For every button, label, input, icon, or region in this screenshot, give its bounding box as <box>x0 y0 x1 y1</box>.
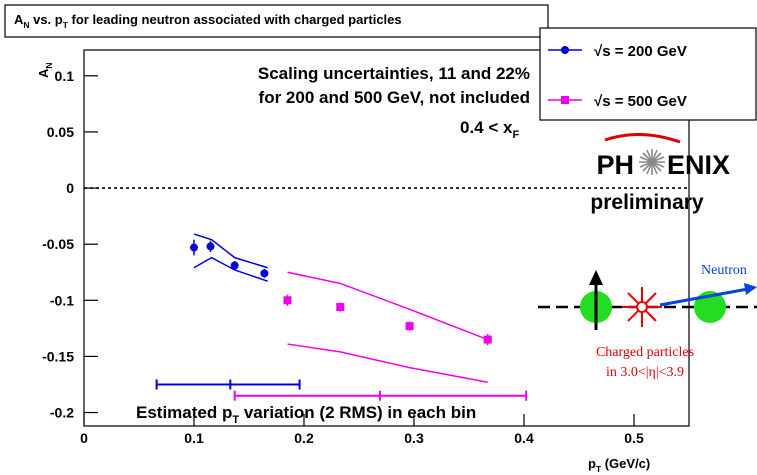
systematic-band <box>287 271 488 341</box>
logo-star <box>639 149 665 175</box>
y-tick-label: -0.1 <box>50 292 74 308</box>
rms-note: Estimated pT variation (2 RMS) in each b… <box>136 403 476 426</box>
x-tick-label: 0.4 <box>514 430 534 446</box>
rms-note-part: T <box>232 414 239 426</box>
preliminary: preliminary <box>590 191 704 214</box>
y-axis-label: AN <box>36 63 54 78</box>
y-tick-label: 0.1 <box>55 68 75 84</box>
chart-title: AN vs. pT for leading neutron associated… <box>14 12 402 30</box>
x-tick-label: 0.1 <box>184 430 204 446</box>
x-tick-label: 0.5 <box>624 430 644 446</box>
rms-note-part: variation (2 RMS) in each bin <box>239 403 476 422</box>
y-tick-label: -0.05 <box>42 236 74 252</box>
x-axis-label-part: p <box>588 456 596 471</box>
chart-title-part: for leading neutron associated with char… <box>68 12 402 27</box>
legend-marker <box>561 96 569 104</box>
point <box>405 322 414 331</box>
title-box <box>4 4 549 38</box>
xf-label: 0.4 < xF <box>460 118 519 141</box>
logo-text: PH <box>596 150 634 180</box>
logo-arc <box>604 132 681 144</box>
rms-note-part: Estimated p <box>136 403 232 422</box>
x-tick-label: 0 <box>80 430 88 446</box>
y-tick-label: -0.15 <box>42 348 74 364</box>
point <box>190 243 198 252</box>
xf-label-part: 0.4 < x <box>460 118 513 137</box>
systematic-band <box>193 256 268 282</box>
neutron-label: Neutron <box>701 263 747 278</box>
x-tick-label: 0.2 <box>294 430 314 446</box>
charged-label: Charged particles <box>596 345 694 360</box>
point <box>336 303 345 312</box>
annotation: Scaling uncertainties, 11 and 22% <box>258 64 530 83</box>
point <box>483 335 492 344</box>
point <box>283 296 292 305</box>
chart-title-part: vs. p <box>29 12 62 27</box>
neutron-arrow <box>659 287 749 307</box>
frame <box>83 49 690 427</box>
y-tick-label: -0.2 <box>50 405 74 421</box>
y-tick-label: 0 <box>66 180 74 196</box>
annotation: for 200 and 500 GeV, not included <box>259 88 530 107</box>
charged-label: in 3.0<|η|<3.9 <box>606 365 684 380</box>
point <box>206 242 215 251</box>
x-tick-label: 0.3 <box>404 430 424 446</box>
xf-label-part: F <box>512 129 519 141</box>
y-axis-label-part: A <box>36 68 51 78</box>
chart-title-part: T <box>63 20 69 30</box>
x-axis-label-part: (GeV/c) <box>601 456 650 471</box>
systematic-band <box>193 233 268 269</box>
collision <box>636 301 648 313</box>
legend-label: √s = 200 GeV <box>594 43 687 60</box>
point <box>260 269 269 278</box>
chart-title-part: A <box>14 12 24 27</box>
systematic-band <box>287 343 488 383</box>
legend-box <box>539 27 757 121</box>
legend-label: √s = 500 GeV <box>594 93 687 110</box>
y-axis-label-part: N <box>44 63 54 69</box>
legend-marker <box>561 46 569 54</box>
x-axis-label-part: T <box>596 464 602 474</box>
proton <box>694 291 726 323</box>
logo-text: ENIX <box>667 150 730 180</box>
x-axis-label: pT (GeV/c) <box>588 456 650 474</box>
spin-arrow-head <box>589 270 603 285</box>
neutron-arrow-head <box>744 283 757 295</box>
y-tick-label: 0.05 <box>47 124 74 140</box>
chart-title-part: N <box>23 20 29 30</box>
point <box>230 261 239 270</box>
